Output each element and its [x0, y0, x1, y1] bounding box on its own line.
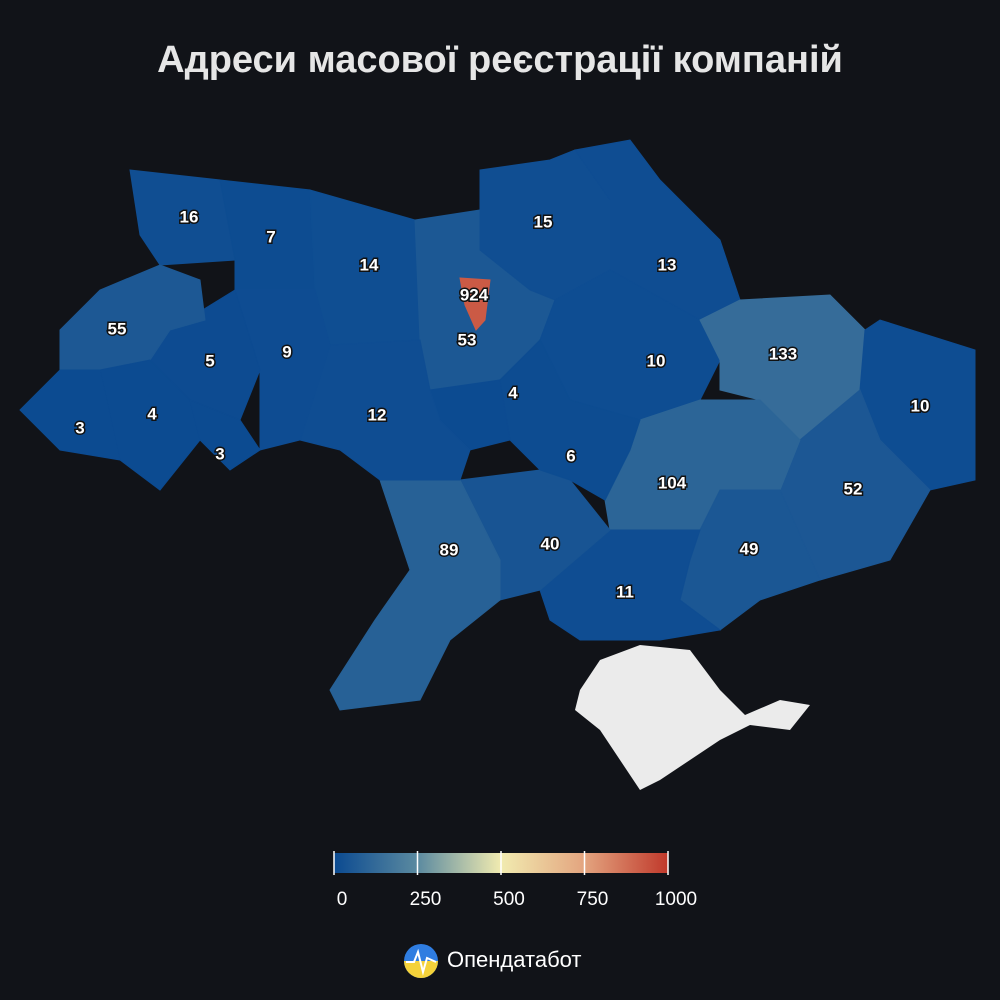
crimea	[575, 645, 810, 790]
region	[299, 339, 471, 481]
region-value: 924	[460, 285, 489, 304]
region-value: 10	[647, 351, 666, 370]
colorbar-tick-label: 750	[577, 889, 609, 910]
colorbar-tick-label: 250	[410, 889, 442, 910]
regions	[19, 139, 976, 711]
colorbar: 0 250 500 750 1000	[333, 851, 697, 910]
region-value: 104	[658, 473, 687, 492]
region-value: 9	[282, 342, 291, 361]
colorbar-tick-label: 1000	[655, 889, 697, 910]
region-value: 6	[566, 446, 575, 465]
region	[329, 479, 501, 711]
region-value: 11	[616, 582, 634, 601]
region-value: 4	[508, 383, 518, 402]
region-value: 13	[658, 255, 677, 274]
region-value: 49	[740, 539, 759, 558]
region-value: 55	[108, 319, 127, 338]
region-value: 3	[75, 418, 84, 437]
region-value: 89	[440, 540, 459, 559]
region	[499, 339, 641, 501]
region-value: 40	[541, 534, 560, 553]
region	[459, 277, 491, 331]
region-value: 7	[266, 227, 275, 246]
colorbar-tick-label: 500	[493, 889, 525, 910]
title: Адреси масової реєстрації компаній	[157, 39, 843, 81]
region-value: 10	[911, 396, 930, 415]
region-value: 4	[147, 404, 157, 423]
region-value: 133	[769, 344, 797, 363]
region-value: 16	[180, 207, 199, 226]
region-value: 15	[534, 212, 553, 231]
brand-logo	[404, 944, 438, 978]
region-value: 5	[205, 351, 214, 370]
region-value: 3	[215, 444, 224, 463]
region-value: 52	[844, 479, 863, 498]
region	[189, 399, 261, 471]
region	[19, 369, 121, 461]
region	[539, 529, 722, 641]
region-value: 12	[368, 405, 387, 424]
region-value: 14	[360, 255, 379, 274]
brand: Опендатабот	[447, 947, 582, 972]
region-value: 53	[458, 330, 477, 349]
colorbar-tick-label: 0	[337, 889, 348, 910]
region	[129, 169, 236, 266]
